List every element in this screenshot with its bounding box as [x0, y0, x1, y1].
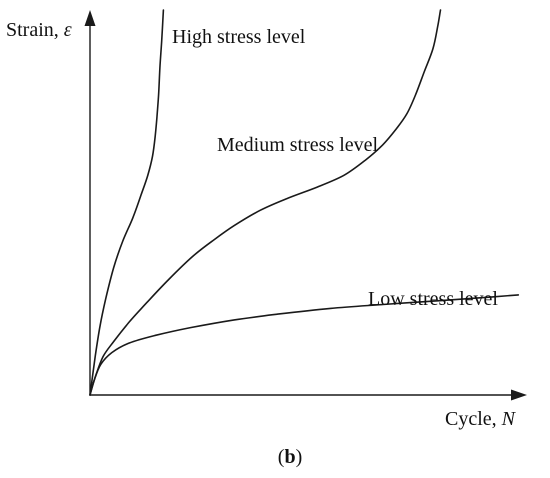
- x-axis-label-name: Cycle,: [445, 408, 502, 430]
- x-axis-arrowhead: [511, 389, 527, 401]
- y-axis-arrowhead: [84, 10, 96, 26]
- figure-caption: (b): [278, 446, 302, 468]
- series-low-stress-curve: [89, 294, 520, 396]
- series-label-low: Low stress level: [368, 288, 498, 310]
- plot-series: [89, 9, 520, 396]
- series-label-medium: Medium stress level: [217, 134, 379, 156]
- y-axis-label: Strain, ε: [6, 19, 72, 41]
- y-axis-label-name: Strain,: [6, 19, 64, 41]
- caption-close-paren: ): [296, 446, 303, 468]
- x-axis-label: Cycle, N: [445, 408, 517, 430]
- caption-letter: b: [284, 446, 295, 468]
- series-high-stress-curve: [89, 9, 165, 396]
- caption-open-paren: (: [278, 446, 285, 468]
- x-axis-label-symbol: N: [501, 408, 517, 430]
- series-label-high: High stress level: [172, 26, 306, 48]
- series-medium-stress-curve: [89, 9, 442, 396]
- y-axis-label-symbol: ε: [64, 19, 72, 41]
